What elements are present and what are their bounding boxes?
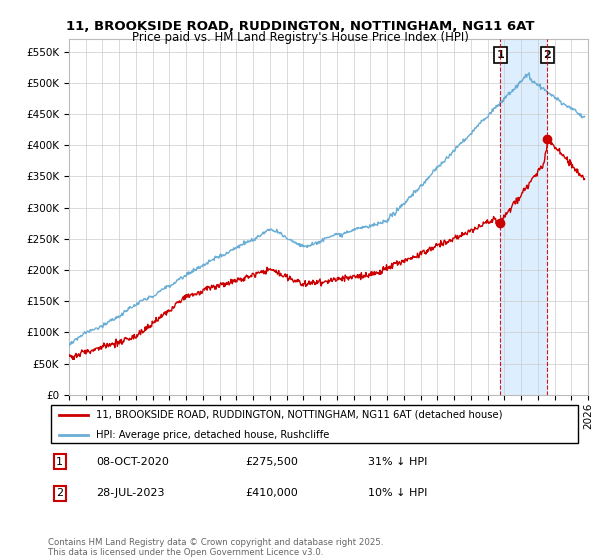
Text: 11, BROOKSIDE ROAD, RUDDINGTON, NOTTINGHAM, NG11 6AT (detached house): 11, BROOKSIDE ROAD, RUDDINGTON, NOTTINGH… bbox=[96, 410, 503, 420]
Text: 11, BROOKSIDE ROAD, RUDDINGTON, NOTTINGHAM, NG11 6AT: 11, BROOKSIDE ROAD, RUDDINGTON, NOTTINGH… bbox=[66, 20, 534, 32]
Text: HPI: Average price, detached house, Rushcliffe: HPI: Average price, detached house, Rush… bbox=[96, 430, 329, 440]
Bar bbox=[500, 39, 547, 395]
Text: 08-OCT-2020: 08-OCT-2020 bbox=[96, 456, 169, 466]
Text: 1: 1 bbox=[497, 50, 505, 60]
Text: 10% ↓ HPI: 10% ↓ HPI bbox=[368, 488, 428, 498]
Text: 2: 2 bbox=[56, 488, 64, 498]
Text: 31% ↓ HPI: 31% ↓ HPI bbox=[368, 456, 428, 466]
Text: 2: 2 bbox=[544, 50, 551, 60]
Text: Contains HM Land Registry data © Crown copyright and database right 2025.
This d: Contains HM Land Registry data © Crown c… bbox=[48, 538, 383, 557]
Text: Price paid vs. HM Land Registry's House Price Index (HPI): Price paid vs. HM Land Registry's House … bbox=[131, 31, 469, 44]
Text: 1: 1 bbox=[56, 456, 63, 466]
Text: 28-JUL-2023: 28-JUL-2023 bbox=[96, 488, 164, 498]
Text: £275,500: £275,500 bbox=[245, 456, 298, 466]
Text: £410,000: £410,000 bbox=[245, 488, 298, 498]
FancyBboxPatch shape bbox=[50, 405, 578, 443]
